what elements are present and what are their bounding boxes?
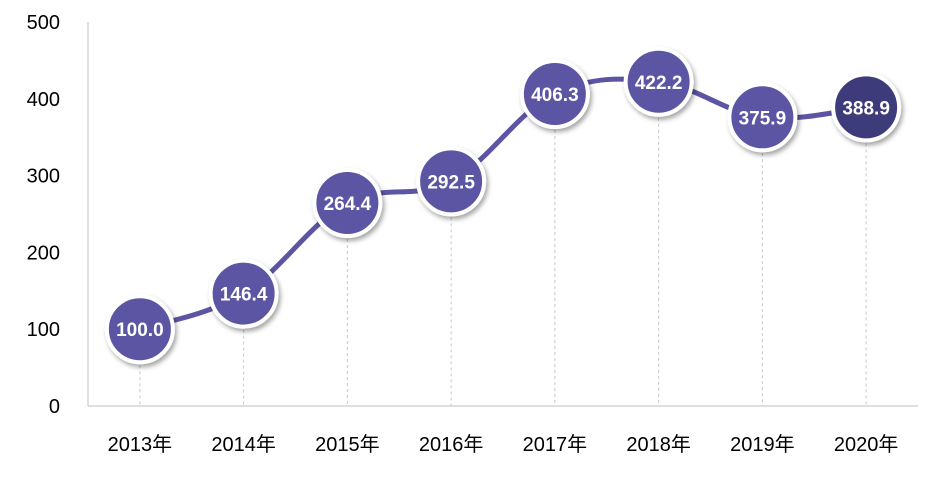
x-tick-label: 2019年 bbox=[730, 433, 795, 456]
x-axis-tick-labels: 2013年 2014年 2015年 2016年 2017年 2018年 2019年 2020年 bbox=[108, 433, 899, 456]
data-label: 146.4 bbox=[220, 285, 268, 306]
data-point-marker bbox=[623, 46, 694, 117]
data-point-marker bbox=[312, 167, 383, 238]
y-tick-label: 500 bbox=[27, 12, 60, 34]
y-tick-label: 100 bbox=[27, 319, 60, 341]
y-axis-tick-labels: 0 100 200 300 400 500 bbox=[27, 12, 60, 418]
data-point-marker bbox=[831, 72, 902, 143]
y-tick-label: 0 bbox=[49, 396, 60, 418]
data-point-marker bbox=[104, 294, 175, 365]
x-tick-label: 2018年 bbox=[626, 433, 691, 456]
data-point-marker bbox=[208, 258, 279, 329]
y-tick-label: 200 bbox=[27, 242, 60, 264]
data-label: 264.4 bbox=[324, 194, 372, 215]
data-point-marker bbox=[416, 146, 487, 217]
y-tick-label: 300 bbox=[27, 166, 60, 188]
x-tick-label: 2016年 bbox=[419, 433, 484, 456]
data-label: 388.9 bbox=[842, 98, 890, 119]
y-tick-label: 400 bbox=[27, 89, 60, 111]
axes bbox=[87, 22, 918, 407]
data-label: 292.5 bbox=[427, 172, 475, 193]
x-tick-label: 2020年 bbox=[834, 433, 899, 456]
gridlines bbox=[139, 81, 867, 406]
x-tick-label: 2015年 bbox=[315, 433, 380, 456]
data-point-marker bbox=[519, 58, 590, 129]
data-label: 422.2 bbox=[635, 73, 683, 94]
data-label: 100.0 bbox=[116, 320, 164, 341]
x-tick-label: 2017年 bbox=[523, 433, 588, 456]
x-tick-label: 2013年 bbox=[108, 433, 173, 456]
data-markers: 100.0 146.4 264.4 292.5 406.3 422.2 375.9 388.9 bbox=[104, 46, 902, 365]
data-label: 406.3 bbox=[531, 85, 579, 106]
x-tick-label: 2014年 bbox=[211, 433, 276, 456]
data-label: 375.9 bbox=[739, 108, 787, 129]
data-point-marker bbox=[727, 82, 798, 153]
